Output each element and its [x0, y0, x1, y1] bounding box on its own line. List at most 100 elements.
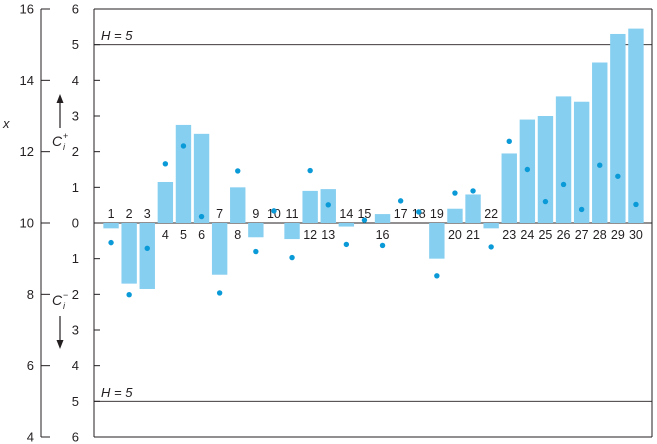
observation-label: 19 — [430, 207, 444, 221]
observation-label: 26 — [557, 228, 571, 242]
left-axis-tick-label: 4 — [27, 430, 34, 444]
cusum-bar — [121, 223, 137, 284]
observation-label: 7 — [216, 207, 223, 221]
observation-label: 17 — [394, 207, 408, 221]
lower-cusum-superscript: − — [63, 290, 68, 300]
observation-point — [542, 198, 549, 205]
left-axis-tick-label: 10 — [20, 216, 34, 231]
up-arrow-icon — [56, 94, 64, 128]
observation-label: 13 — [321, 228, 335, 242]
observation-label: 1 — [108, 207, 115, 221]
cusum-axis-tick-label: 2 — [72, 287, 79, 302]
observation-point — [397, 198, 404, 204]
cusum-bar — [338, 223, 355, 227]
lower-decision-label: H = 5 — [101, 385, 133, 400]
cusum-bar — [302, 190, 318, 223]
left-axis-tick-label: 8 — [27, 287, 34, 302]
observation-point — [524, 166, 531, 173]
cusum-bar — [429, 223, 445, 259]
cusum-axis-tick-label: 5 — [72, 37, 79, 52]
observation-label: 14 — [339, 207, 353, 221]
observation-point — [198, 213, 205, 220]
cusum-bar — [628, 28, 644, 223]
observation-point — [470, 188, 476, 194]
lower-cusum-symbol: C — [52, 292, 63, 308]
cusum-bar — [230, 187, 246, 223]
upper-cusum-label: C + i — [52, 131, 68, 152]
observation-point — [452, 190, 458, 196]
observation-point — [289, 254, 295, 261]
observation-label: 23 — [502, 228, 516, 242]
observation-label: 22 — [484, 207, 498, 221]
observation-label: 21 — [466, 228, 480, 242]
observation-label: 24 — [520, 228, 534, 242]
cusum-axis-tick-label: 3 — [72, 109, 79, 124]
left-axis-tick-label: 16 — [20, 2, 34, 17]
left-axis-label: x — [2, 116, 10, 131]
upper-cusum-subscript: i — [63, 142, 66, 152]
observation-point — [488, 244, 494, 250]
cusum-bar — [248, 223, 264, 238]
observation-label: 6 — [198, 228, 205, 242]
observation-label: 16 — [376, 228, 390, 242]
cusum-bar — [447, 208, 463, 223]
observation-label: 29 — [611, 228, 625, 242]
cusum-bar — [483, 223, 499, 229]
cusum-bar — [139, 223, 155, 289]
observation-point — [615, 173, 621, 179]
observation-point — [578, 206, 585, 213]
cusum-bar — [103, 223, 119, 229]
cusum-bar — [555, 96, 572, 223]
observation-label: 9 — [252, 207, 259, 221]
observation-label: 30 — [629, 228, 643, 242]
observation-point — [162, 161, 169, 167]
cusum-bar — [537, 116, 554, 223]
cusum-bar — [592, 62, 608, 223]
observation-point — [235, 168, 241, 174]
observation-point — [216, 290, 223, 296]
cusum-bar — [501, 153, 517, 223]
cusum-axis-tick-label: 4 — [72, 358, 79, 373]
observation-label: 27 — [575, 228, 589, 242]
upper-decision-label: H = 5 — [101, 28, 133, 43]
observation-point — [416, 209, 422, 215]
observation-points — [108, 138, 639, 298]
cusum-axis-tick-label: 0 — [72, 216, 79, 231]
cusum-axis-tick-label: 1 — [72, 180, 79, 195]
left-axis-tick-label: 6 — [27, 358, 34, 373]
observation-point — [271, 208, 277, 214]
cusum-axis-tick-label: 5 — [72, 394, 79, 409]
cusum-bar — [175, 124, 192, 223]
observation-point — [560, 181, 567, 188]
cusum-bar — [157, 181, 174, 223]
cusum-bar — [193, 133, 210, 223]
cusum-bar — [610, 33, 626, 223]
observation-label: 5 — [180, 228, 187, 242]
cusum-axis-tick-label: 3 — [72, 323, 79, 338]
observation-point — [343, 241, 350, 248]
observation-point — [325, 202, 331, 208]
cusum-axis-tick-label: 2 — [72, 144, 79, 159]
observation-point — [108, 239, 114, 246]
lower-cusum-subscript: i — [63, 301, 66, 311]
cusum-bar — [573, 101, 590, 223]
cusum-bar — [465, 194, 481, 223]
observation-label: 15 — [357, 207, 371, 221]
down-arrow-icon — [56, 316, 64, 349]
observation-point — [434, 273, 440, 279]
observation-point — [506, 138, 512, 145]
observation-point — [379, 242, 386, 249]
observation-point — [144, 245, 150, 252]
cusum-axis-tick-label: 4 — [72, 73, 79, 88]
left-axis-tick-label: 12 — [20, 144, 34, 159]
upper-cusum-symbol: C — [52, 133, 63, 149]
observation-label: 25 — [538, 228, 552, 242]
observation-label: 12 — [303, 228, 317, 242]
observation-label: 8 — [234, 228, 241, 242]
observation-point — [597, 162, 603, 168]
observation-point — [126, 291, 132, 298]
upper-cusum-superscript: + — [63, 131, 68, 141]
cusum-bar — [284, 223, 300, 240]
observation-label: 10 — [267, 207, 281, 221]
